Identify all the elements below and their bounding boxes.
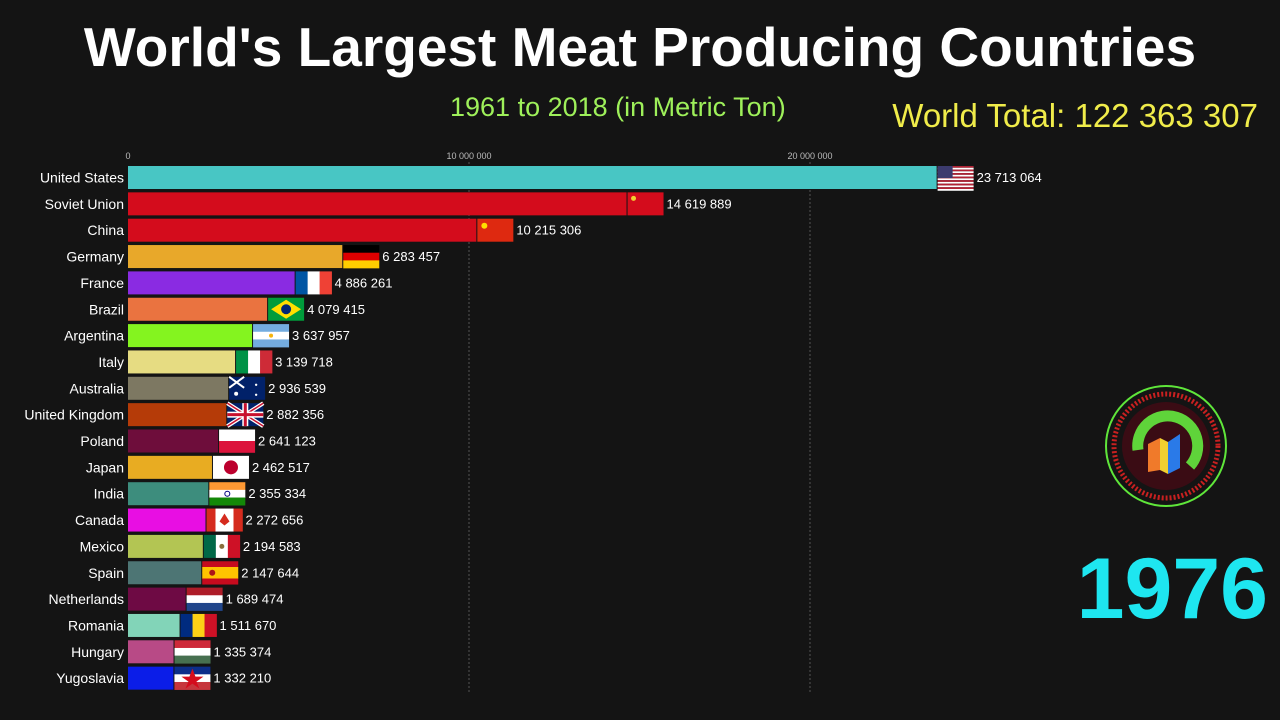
flag-yu-icon bbox=[174, 666, 211, 690]
flag-gb-icon bbox=[226, 401, 265, 428]
category-label: Canada bbox=[75, 512, 124, 528]
bar bbox=[128, 324, 253, 348]
category-label: Argentina bbox=[64, 328, 124, 344]
value-label: 3 139 718 bbox=[275, 354, 333, 369]
category-label: Brazil bbox=[89, 301, 124, 317]
flag-au-icon bbox=[228, 375, 266, 400]
flag-br-icon bbox=[268, 297, 305, 321]
value-label: 4 886 261 bbox=[335, 275, 393, 290]
value-label: 23 713 064 bbox=[977, 170, 1042, 185]
bar bbox=[128, 245, 343, 269]
category-label: India bbox=[94, 486, 125, 502]
value-label: 14 619 889 bbox=[667, 196, 732, 211]
flag-nl-icon bbox=[186, 587, 223, 611]
subtitle: 1961 to 2018 (in Metric Ton) bbox=[450, 92, 786, 122]
bar bbox=[128, 271, 295, 295]
x-tick-label: 20 000 000 bbox=[787, 151, 832, 161]
value-label: 1 332 210 bbox=[213, 671, 271, 686]
category-label: Poland bbox=[80, 433, 124, 449]
bar bbox=[128, 429, 219, 453]
category-label: Soviet Union bbox=[45, 196, 124, 212]
flag-ar-icon bbox=[253, 324, 290, 348]
flag-in-icon bbox=[209, 482, 246, 506]
value-label: 2 641 123 bbox=[258, 434, 316, 449]
bar bbox=[128, 403, 227, 427]
title-container: World's Largest Meat Producing Countries bbox=[0, 14, 1280, 80]
bar bbox=[128, 561, 202, 585]
flag-es-icon bbox=[202, 561, 239, 585]
value-label: 2 936 539 bbox=[268, 381, 326, 396]
flag-hu-icon bbox=[174, 640, 211, 664]
value-label: 2 272 656 bbox=[245, 513, 303, 528]
category-label: Japan bbox=[86, 459, 124, 475]
category-label: United Kingdom bbox=[24, 407, 124, 423]
category-label: Mexico bbox=[80, 538, 125, 554]
value-label: 2 355 334 bbox=[248, 486, 306, 501]
bar bbox=[128, 376, 229, 400]
animated-stats-logo bbox=[1105, 385, 1227, 507]
world-total: World Total: 122 363 307 bbox=[892, 97, 1258, 134]
page-title: World's Largest Meat Producing Countries bbox=[83, 16, 1197, 78]
value-label: 10 215 306 bbox=[516, 223, 581, 238]
value-label: 6 283 457 bbox=[382, 249, 440, 264]
x-tick-label: 0 bbox=[125, 151, 130, 161]
bar bbox=[128, 297, 268, 321]
value-label: 1 689 474 bbox=[226, 592, 284, 607]
bar bbox=[128, 350, 236, 374]
flag-fr-icon bbox=[295, 271, 332, 295]
flag-us-icon bbox=[937, 166, 974, 191]
bar bbox=[128, 166, 937, 189]
bar bbox=[128, 218, 477, 242]
value-label: 2 462 517 bbox=[252, 460, 310, 475]
bar bbox=[128, 455, 212, 479]
x-tick-label: 10 000 000 bbox=[446, 151, 491, 161]
value-label: 4 079 415 bbox=[307, 302, 365, 317]
value-label: 2 147 644 bbox=[241, 565, 299, 580]
bar bbox=[128, 640, 174, 664]
category-label: China bbox=[87, 222, 124, 238]
year-label: 1976 bbox=[1076, 541, 1268, 637]
value-label: 1 511 670 bbox=[220, 618, 277, 633]
flag-cn-icon bbox=[477, 218, 514, 242]
bar bbox=[128, 613, 180, 637]
flag-su-icon bbox=[627, 192, 664, 216]
flag-it-icon bbox=[236, 350, 273, 374]
flag-ca-icon bbox=[206, 508, 243, 532]
flag-jp-icon bbox=[212, 455, 249, 479]
flag-pl-icon bbox=[219, 429, 256, 453]
value-label: 2 882 356 bbox=[266, 407, 324, 422]
category-label: France bbox=[80, 275, 124, 291]
category-label: Germany bbox=[66, 249, 124, 265]
category-label: Netherlands bbox=[49, 591, 125, 607]
bar bbox=[128, 587, 186, 611]
category-label: Romania bbox=[68, 617, 124, 633]
bar bbox=[128, 534, 203, 558]
value-label: 2 194 583 bbox=[243, 539, 301, 554]
flag-ro-icon bbox=[180, 613, 217, 637]
bar bbox=[128, 482, 209, 506]
category-label: Hungary bbox=[71, 644, 124, 660]
bar bbox=[128, 192, 627, 216]
category-label: Italy bbox=[98, 354, 124, 370]
flag-mx-icon bbox=[203, 534, 241, 558]
flag-de-icon bbox=[343, 245, 380, 269]
value-label: 1 335 374 bbox=[214, 644, 272, 659]
category-label: Australia bbox=[70, 380, 125, 396]
bar bbox=[128, 666, 174, 690]
bar bbox=[128, 508, 206, 532]
value-label: 3 637 957 bbox=[292, 328, 350, 343]
category-label: Spain bbox=[88, 565, 124, 581]
category-label: Yugoslavia bbox=[56, 670, 124, 686]
category-label: United States bbox=[40, 170, 124, 186]
